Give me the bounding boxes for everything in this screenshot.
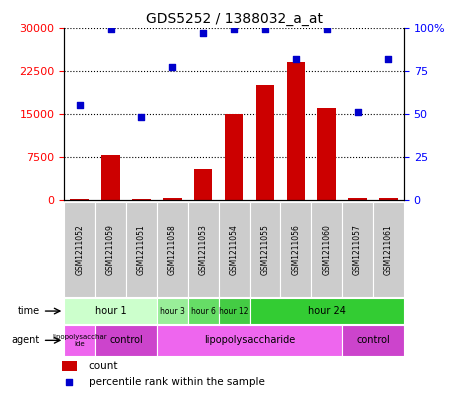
Point [66, 379, 73, 386]
Point [107, 26, 114, 32]
Text: GSM1211059: GSM1211059 [106, 224, 115, 275]
Bar [64, 325, 95, 356]
Text: GSM1211054: GSM1211054 [230, 224, 239, 275]
Text: time: time [17, 306, 39, 316]
Text: GSM1211057: GSM1211057 [353, 224, 362, 275]
Title: GDS5252 / 1388032_a_at: GDS5252 / 1388032_a_at [146, 13, 323, 26]
Bar [126, 202, 157, 297]
Bar [64, 298, 157, 324]
Text: lipopolysaccharide: lipopolysaccharide [204, 335, 295, 345]
Bar [62, 361, 77, 371]
Bar [286, 62, 305, 200]
Bar [70, 199, 89, 200]
Bar [250, 202, 280, 297]
Bar [218, 298, 250, 324]
Bar [225, 114, 243, 200]
Bar [280, 202, 311, 297]
Bar [157, 298, 188, 324]
Text: hour 3: hour 3 [160, 307, 185, 316]
Bar [379, 198, 398, 200]
Bar [194, 169, 213, 200]
Point [168, 64, 176, 70]
Text: percentile rank within the sample: percentile rank within the sample [89, 377, 265, 387]
Point [230, 26, 238, 32]
Text: GSM1211053: GSM1211053 [199, 224, 208, 275]
Point [261, 26, 269, 32]
Text: GSM1211061: GSM1211061 [384, 224, 393, 275]
Text: GSM1211052: GSM1211052 [75, 224, 84, 275]
Bar [256, 85, 274, 200]
Bar [218, 202, 250, 297]
Bar [163, 198, 182, 200]
Bar [101, 156, 120, 200]
Text: lipopolysacchar
ide: lipopolysacchar ide [52, 334, 107, 347]
Text: GSM1211051: GSM1211051 [137, 224, 146, 275]
Point [200, 29, 207, 36]
Text: control: control [109, 335, 143, 345]
Bar [64, 202, 95, 297]
Bar [250, 298, 404, 324]
Point [138, 114, 145, 121]
Bar [373, 202, 404, 297]
Bar [342, 325, 404, 356]
Text: GSM1211058: GSM1211058 [168, 224, 177, 275]
Bar [342, 202, 373, 297]
Text: hour 12: hour 12 [219, 307, 249, 316]
Text: hour 24: hour 24 [308, 306, 346, 316]
Bar [157, 202, 188, 297]
Text: agent: agent [11, 335, 39, 345]
Bar [318, 108, 336, 200]
Bar [132, 199, 151, 200]
Bar [95, 325, 157, 356]
Point [76, 102, 84, 108]
Point [323, 26, 330, 32]
Bar [188, 202, 218, 297]
Text: count: count [89, 361, 118, 371]
Text: GSM1211056: GSM1211056 [291, 224, 300, 275]
Bar [95, 202, 126, 297]
Bar [188, 298, 218, 324]
Text: GSM1211055: GSM1211055 [260, 224, 269, 275]
Bar [157, 325, 342, 356]
Text: hour 6: hour 6 [191, 307, 216, 316]
Point [385, 55, 392, 62]
Text: hour 1: hour 1 [95, 306, 126, 316]
Text: GSM1211060: GSM1211060 [322, 224, 331, 275]
Bar [348, 198, 367, 200]
Point [354, 109, 361, 116]
Bar [311, 202, 342, 297]
Text: control: control [356, 335, 390, 345]
Point [292, 55, 300, 62]
